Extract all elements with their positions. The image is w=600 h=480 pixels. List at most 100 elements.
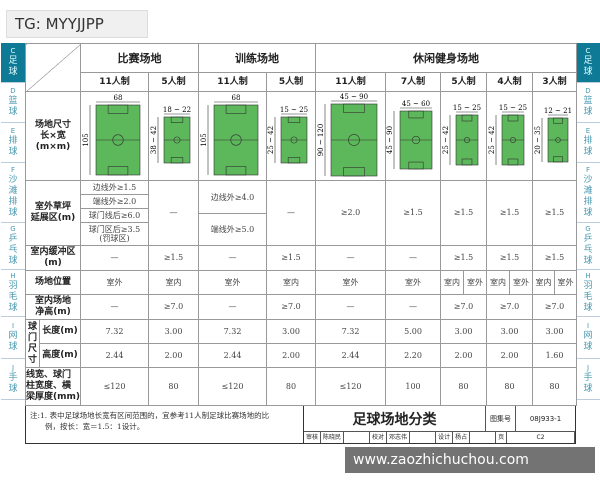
location-indoor: 室内 — [441, 271, 464, 294]
field-diagram: 15 ~ 25 25 ~ 42 — [486, 91, 533, 181]
field-width: 15 ~ 25 — [452, 104, 480, 112]
tab-g[interactable]: G 乒乓球 — [576, 223, 600, 270]
location-outdoor: 室外 — [513, 277, 529, 287]
tab-g[interactable]: G 乒乓球 — [1, 223, 25, 270]
tab-h[interactable]: H 羽毛球 — [576, 270, 600, 317]
buffer-cell: ≥1.5 — [531, 245, 578, 271]
channel-badge: TG: MYYJJPP — [6, 10, 148, 38]
watermark: www.zaozhichuchou.com — [345, 447, 595, 473]
drawing-title: 足球场地分类 — [352, 411, 437, 428]
field-width: 45 ~ 90 — [339, 93, 367, 101]
outdoor-item: 球门线后≥6.0 — [81, 209, 148, 223]
tab-i[interactable]: I 网球 — [576, 317, 600, 359]
outdoor-leisure: ≥2.0 — [315, 180, 386, 246]
line-cell: 80 — [486, 367, 533, 406]
tab-label: 手球 — [8, 372, 18, 394]
signoff-item: 陈晓民 — [321, 432, 345, 443]
goal_height-cell: 2.44 — [80, 343, 149, 368]
goal_length-cell: 3.00 — [440, 319, 487, 344]
location-cell: 室内 — [266, 270, 316, 295]
tab-j[interactable]: J 手球 — [1, 359, 25, 400]
row-label-height-text: 室内场地 净高(m) — [34, 296, 71, 317]
signature — [470, 432, 497, 443]
outdoor-match11: 边线外≥1.5 端线外≥2.0 球门线后≥6.0 球门区后≥3.5 (罚球区) — [80, 180, 149, 246]
goal_height-cell: 2.44 — [198, 343, 267, 368]
location-indoor: 室内 — [533, 271, 556, 294]
row-label-buffer-text: 室内缓冲区 (m) — [30, 247, 76, 268]
buffer-cell: ≥1.5 — [440, 245, 487, 271]
field-width: 18 ~ 22 — [162, 106, 190, 114]
tab-code: H — [585, 272, 591, 280]
tab-label: 乒乓球 — [8, 234, 18, 266]
corner-cell — [25, 43, 81, 92]
goal_height-cell: 2.44 — [315, 343, 386, 368]
line-cell: ≤120 — [198, 367, 267, 406]
field-length: 25 ~ 42 — [267, 126, 275, 154]
goal_height-cell: 2.00 — [486, 343, 533, 368]
field-length: 38 ~ 42 — [150, 126, 158, 154]
format-header: 3人制 — [531, 72, 578, 92]
group-leisure: 休闲健身场地 — [314, 43, 578, 73]
field-length: 105 — [200, 133, 208, 146]
field-width: 45 ~ 60 — [402, 100, 430, 108]
goal_height-cell: 2.20 — [385, 343, 441, 368]
drawing-sheet: 比赛场地 训练场地 休闲健身场地 11人制 5人制 11人制 5人制 11人制 7人制 5人… — [25, 43, 578, 444]
format-header: 4人制 — [486, 72, 533, 92]
tab-label: 手球 — [583, 372, 593, 394]
tab-f[interactable]: F 沙滩排球 — [576, 163, 600, 223]
note-text: 注:1. 表中足球场地长宽有区间范围的，宜参考11人制足球比赛场地的比 例，按长… — [30, 411, 270, 431]
signoff-row: 审核 陈晓民 校对 邓志伟 设计 杨占 页 C2 — [304, 432, 575, 443]
field-svg: 15 ~ 25 25 ~ 42 — [267, 106, 308, 164]
signoff-item: 校对 — [370, 432, 388, 443]
height-cell: ≥7.0 — [440, 294, 487, 320]
format-header: 5人制 — [440, 72, 487, 92]
right-category-tabs: C 足球 D 篮球 E 排球 F 沙滩排球 G 乒乓球 H 羽毛球 I 网球 J 手球 — [576, 43, 600, 400]
location-indoor: 室内 — [487, 271, 510, 294]
height-cell: — — [315, 294, 386, 320]
tab-code: C — [585, 47, 591, 55]
tab-code: G — [10, 225, 16, 233]
tab-i[interactable]: I 网球 — [1, 317, 25, 359]
buffer-cell: ≥1.5 — [266, 245, 316, 271]
outdoor-item: 边线外≥1.5 — [81, 181, 148, 195]
field-diagram: 15 ~ 25 25 ~ 42 — [440, 91, 487, 181]
location-cell: 室外 — [198, 270, 267, 295]
buffer-cell: — — [385, 245, 441, 271]
goal_length-cell: 3.00 — [531, 319, 578, 344]
field-diagram: 68 105 — [198, 91, 267, 181]
tab-label: 足球 — [583, 56, 593, 77]
row-label-outdoor: 室外草坪 延展区(m) — [25, 180, 81, 246]
field-length: 20 ~ 35 — [534, 126, 542, 154]
tab-label: 篮球 — [8, 96, 18, 117]
signoff-item: 审核 — [304, 432, 322, 443]
tab-label: 排球 — [8, 136, 18, 157]
field-length: 25 ~ 42 — [488, 126, 496, 154]
tab-c[interactable]: C 足球 — [1, 43, 25, 83]
page-number: C2 — [507, 432, 575, 443]
tab-j[interactable]: J 手球 — [576, 359, 600, 400]
tab-label: 羽毛球 — [583, 281, 593, 313]
tab-e[interactable]: E 排球 — [1, 123, 25, 163]
signature — [410, 432, 437, 443]
tab-f[interactable]: F 沙滩排球 — [1, 163, 25, 223]
tab-c[interactable]: C 足球 — [576, 43, 600, 83]
tab-d[interactable]: D 篮球 — [1, 83, 25, 123]
row-label-goal-length: 长度(m) — [39, 319, 81, 344]
tab-d[interactable]: D 篮球 — [576, 83, 600, 123]
goal_height-cell: 2.00 — [440, 343, 487, 368]
location-outdoor: 室外 — [557, 277, 574, 287]
tab-label: 沙滩排球 — [8, 175, 18, 218]
tab-code: J — [11, 363, 15, 372]
field-length: 105 — [82, 133, 90, 146]
format-header: 7人制 — [385, 72, 441, 92]
field-svg: 15 ~ 25 25 ~ 42 — [442, 104, 481, 166]
goal_length-cell: 3.00 — [148, 319, 199, 344]
tab-h[interactable]: H 羽毛球 — [1, 270, 25, 317]
format-header: 11人制 — [80, 72, 149, 92]
left-category-tabs: C 足球 D 篮球 E 排球 F 沙滩排球 G 乒乓球 H 羽毛球 I 网球 J 手球 — [1, 43, 25, 400]
field-svg: 15 ~ 25 25 ~ 42 — [488, 104, 527, 166]
tab-e[interactable]: E 排球 — [576, 123, 600, 163]
row-label-line-text: 线宽、球门 柱宽度、横 梁厚度(mm) — [26, 370, 80, 402]
line-cell: 100 — [385, 367, 441, 406]
location-outdoor: 室外 — [467, 277, 483, 287]
